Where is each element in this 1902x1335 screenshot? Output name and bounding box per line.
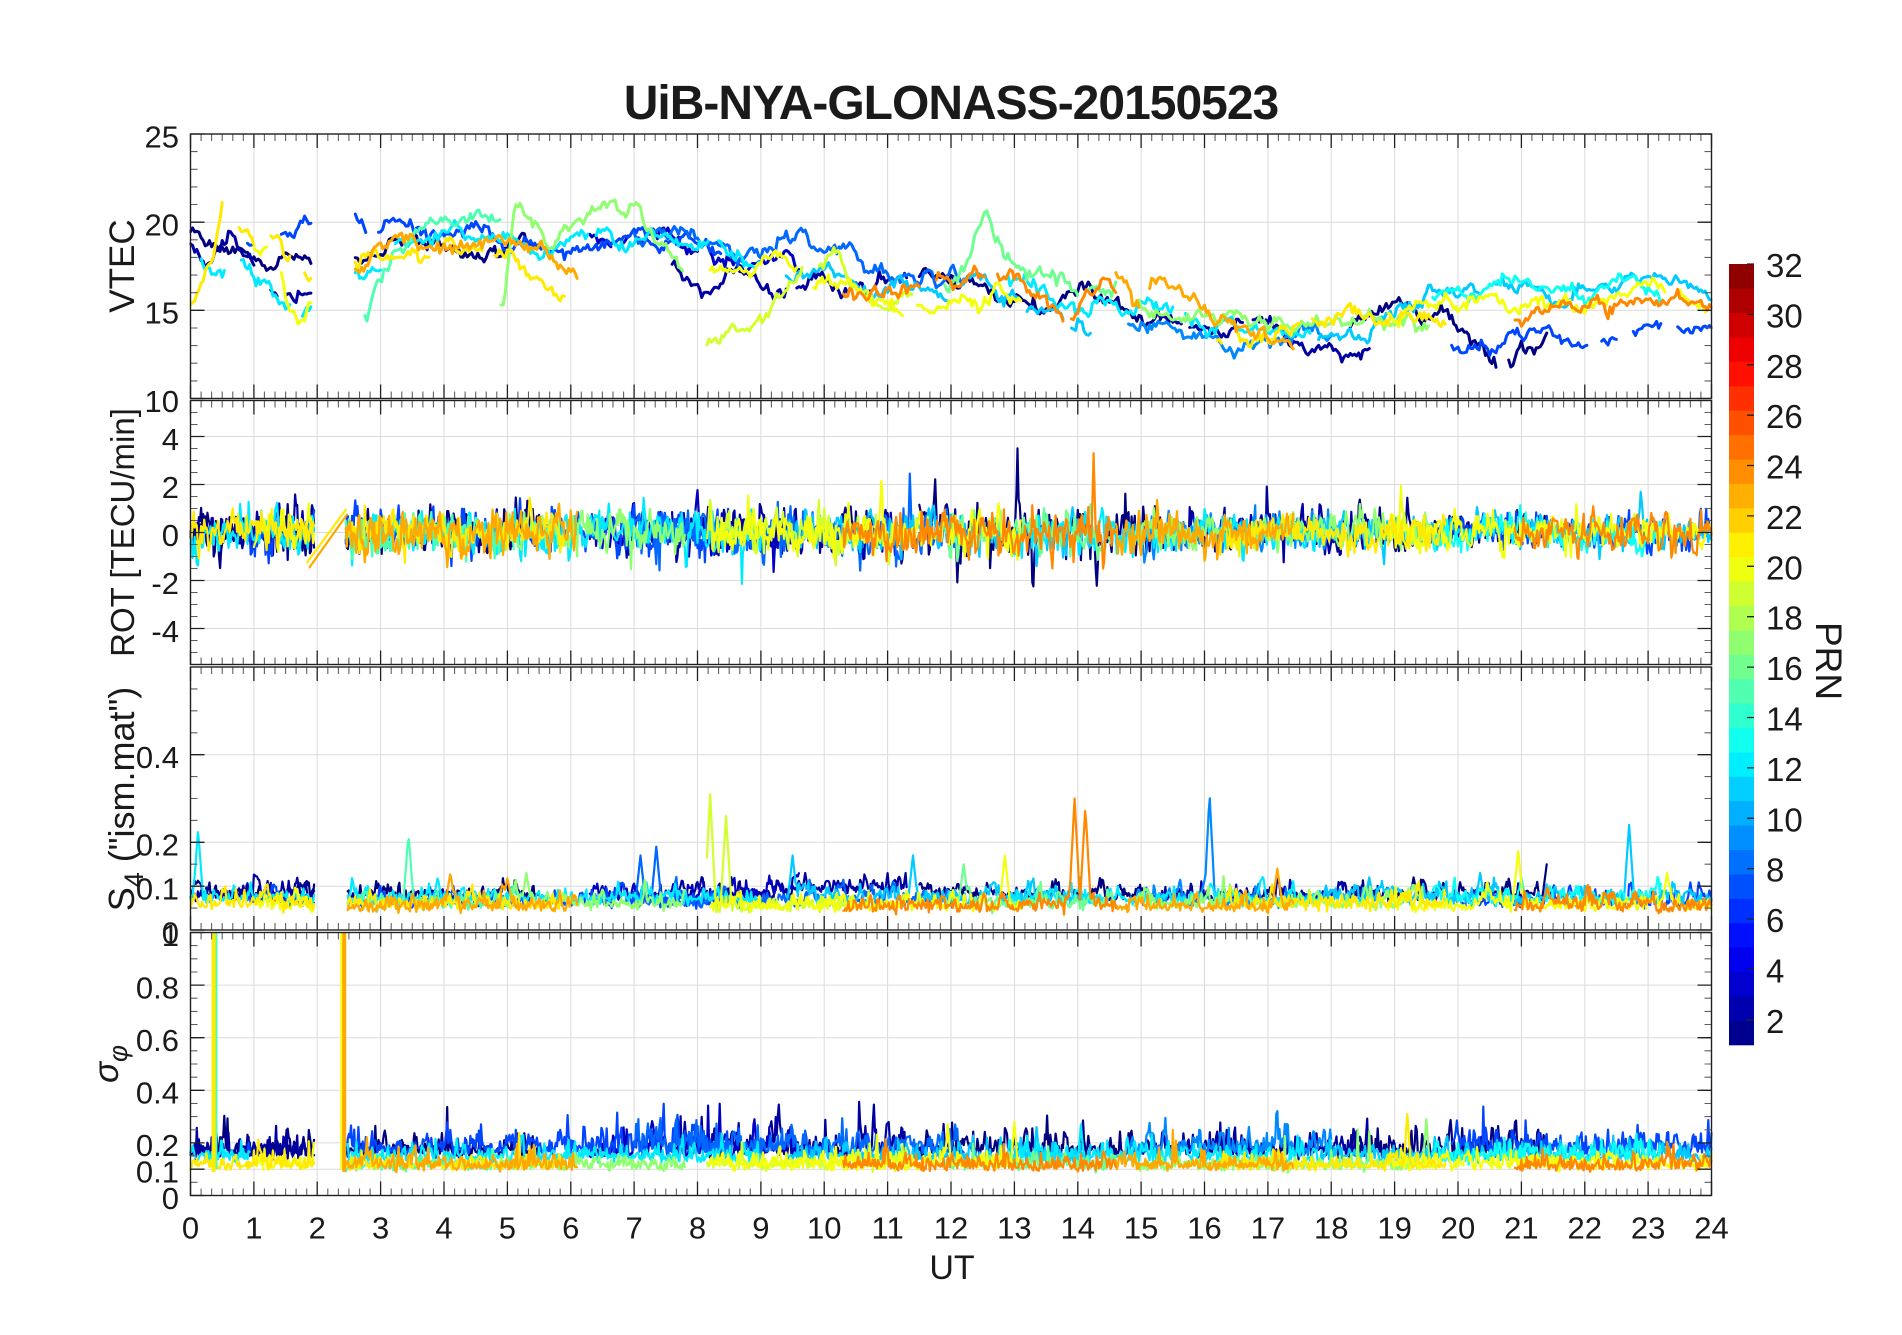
svg-text:16: 16 (1766, 650, 1803, 687)
svg-text:14: 14 (1766, 701, 1803, 738)
svg-text:10: 10 (807, 1211, 841, 1246)
svg-text:S4 ("ism.mat"): S4 ("ism.mat") (101, 687, 149, 912)
svg-text:1: 1 (245, 1211, 262, 1246)
svg-text:1: 1 (162, 918, 179, 953)
svg-text:6: 6 (1766, 902, 1784, 939)
svg-text:0.2: 0.2 (136, 828, 179, 863)
svg-text:UT: UT (929, 1249, 974, 1287)
svg-text:17: 17 (1251, 1211, 1285, 1246)
svg-text:0.6: 0.6 (136, 1023, 179, 1058)
svg-text:-2: -2 (151, 566, 179, 601)
svg-text:20: 20 (1766, 549, 1803, 586)
svg-text:24: 24 (1694, 1211, 1728, 1246)
svg-text:7: 7 (625, 1211, 642, 1246)
svg-text:11: 11 (872, 1211, 904, 1246)
svg-text:0: 0 (182, 1211, 199, 1246)
svg-text:4: 4 (162, 422, 179, 457)
svg-text:-4: -4 (151, 614, 179, 649)
svg-text:28: 28 (1766, 348, 1803, 385)
svg-text:30: 30 (1766, 297, 1803, 334)
svg-text:10: 10 (145, 384, 179, 419)
svg-text:24: 24 (1766, 449, 1803, 486)
svg-text:0.1: 0.1 (136, 872, 179, 907)
svg-text:13: 13 (997, 1211, 1031, 1246)
svg-text:23: 23 (1631, 1211, 1665, 1246)
svg-text:4: 4 (1766, 952, 1784, 989)
svg-text:22: 22 (1568, 1211, 1602, 1246)
svg-text:0: 0 (162, 1181, 179, 1216)
svg-text:0: 0 (162, 915, 179, 950)
svg-text:22: 22 (1766, 499, 1803, 536)
svg-text:0: 0 (162, 518, 179, 553)
svg-text:9: 9 (752, 1211, 769, 1246)
svg-text:15: 15 (145, 296, 179, 331)
svg-text:0.4: 0.4 (136, 740, 179, 775)
svg-text:ROT [TECU/min]: ROT [TECU/min] (104, 408, 141, 657)
svg-text:2: 2 (309, 1211, 326, 1246)
svg-text:8: 8 (689, 1211, 706, 1246)
svg-text:20: 20 (145, 208, 179, 243)
svg-text:4: 4 (435, 1211, 452, 1246)
svg-text:0.8: 0.8 (136, 970, 179, 1005)
svg-text:21: 21 (1504, 1211, 1538, 1246)
svg-text:0.2: 0.2 (136, 1128, 179, 1163)
svg-text:3: 3 (372, 1211, 389, 1246)
svg-text:0.4: 0.4 (136, 1076, 179, 1111)
svg-text:14: 14 (1061, 1211, 1095, 1246)
svg-text:2: 2 (1766, 1003, 1784, 1040)
svg-text:16: 16 (1187, 1211, 1221, 1246)
svg-text:8: 8 (1766, 852, 1784, 889)
svg-text:12: 12 (934, 1211, 968, 1246)
svg-text:25: 25 (145, 119, 179, 154)
svg-text:26: 26 (1766, 398, 1803, 435)
svg-text:VTEC: VTEC (103, 219, 142, 312)
svg-text:PRN: PRN (1808, 622, 1849, 700)
svg-text:32: 32 (1766, 247, 1803, 284)
svg-text:18: 18 (1766, 600, 1803, 637)
svg-text:6: 6 (562, 1211, 579, 1246)
svg-text:10: 10 (1766, 801, 1803, 838)
svg-text:15: 15 (1124, 1211, 1158, 1246)
svg-text:20: 20 (1441, 1211, 1475, 1246)
svg-text:UiB-NYA-GLONASS-20150523: UiB-NYA-GLONASS-20150523 (624, 77, 1278, 130)
svg-text:19: 19 (1377, 1211, 1411, 1246)
svg-text:12: 12 (1766, 751, 1803, 788)
svg-text:18: 18 (1314, 1211, 1348, 1246)
svg-text:5: 5 (499, 1211, 516, 1246)
svg-text:0.1: 0.1 (136, 1155, 179, 1190)
svg-text:2: 2 (162, 470, 179, 505)
